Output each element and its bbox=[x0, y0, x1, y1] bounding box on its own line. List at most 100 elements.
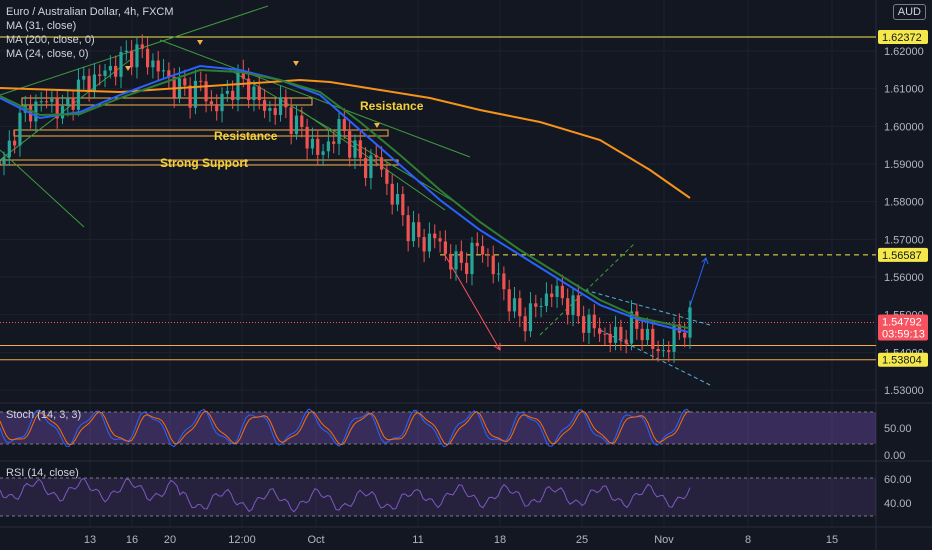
price-label-value: 1.56587 bbox=[882, 250, 922, 262]
x-tick-label: 12:00 bbox=[228, 534, 256, 546]
candle-body bbox=[327, 141, 330, 151]
candle-body bbox=[476, 243, 479, 246]
candle-body bbox=[109, 66, 112, 71]
candle-body bbox=[534, 303, 537, 306]
candle-body bbox=[247, 79, 250, 100]
candle-body bbox=[407, 215, 410, 241]
candle-body bbox=[486, 255, 489, 256]
candle-body bbox=[651, 329, 654, 349]
price-label-countdown: 03:59:13 bbox=[882, 329, 925, 341]
candle-body bbox=[524, 316, 527, 331]
candle-body bbox=[332, 141, 335, 143]
candle-body bbox=[577, 295, 580, 316]
candle-body bbox=[497, 273, 500, 274]
candle-body bbox=[82, 76, 85, 80]
marker-triangle bbox=[374, 123, 380, 128]
candle-body bbox=[460, 251, 463, 263]
candle-body bbox=[93, 74, 96, 90]
y-tick-label: 1.61000 bbox=[884, 84, 924, 96]
candle-body bbox=[252, 87, 255, 100]
stoch-tick-label: 50.00 bbox=[884, 423, 912, 435]
candle-body bbox=[603, 334, 606, 335]
candle-body bbox=[571, 295, 574, 315]
stoch-tick-label: 0.00 bbox=[884, 450, 905, 462]
x-tick-label: Nov bbox=[654, 534, 674, 546]
y-tick-label: 1.59000 bbox=[884, 159, 924, 171]
candle-body bbox=[300, 116, 303, 127]
candle-body bbox=[364, 158, 367, 178]
candle-body bbox=[598, 328, 601, 333]
candles bbox=[2, 34, 691, 362]
rsi-legend: RSI (14, close) bbox=[6, 467, 79, 479]
candle-body bbox=[311, 139, 314, 149]
candle-body bbox=[454, 251, 457, 269]
trendline bbox=[0, 150, 84, 227]
stoch-band bbox=[0, 412, 876, 444]
candle-body bbox=[2, 157, 5, 164]
resistance-zone-upper bbox=[22, 98, 312, 105]
candle-body bbox=[279, 97, 282, 115]
candle-body bbox=[220, 94, 223, 111]
y-tick-label: 1.58000 bbox=[884, 197, 924, 209]
candle-body bbox=[204, 81, 207, 101]
candle-body bbox=[529, 303, 532, 331]
currency-badge[interactable]: AUD bbox=[893, 4, 926, 20]
candle-body bbox=[566, 298, 569, 315]
candle-body bbox=[444, 241, 447, 253]
candle-body bbox=[380, 157, 383, 169]
candle-body bbox=[423, 237, 426, 251]
legend-ma200: MA (200, close, 0) bbox=[6, 33, 174, 47]
candle-body bbox=[401, 194, 404, 215]
candle-body bbox=[449, 254, 452, 270]
y-tick-label: 1.60000 bbox=[884, 121, 924, 133]
candle-body bbox=[40, 101, 43, 102]
candle-body bbox=[540, 306, 543, 307]
candle-body bbox=[114, 66, 117, 77]
x-tick-label: Oct bbox=[307, 534, 324, 546]
candle-body bbox=[396, 194, 399, 205]
candle-body bbox=[561, 286, 564, 298]
candle-body bbox=[226, 91, 229, 94]
candle-body bbox=[316, 139, 319, 155]
candle-body bbox=[98, 74, 101, 76]
candle-body bbox=[656, 349, 659, 351]
x-tick-label: 13 bbox=[84, 534, 96, 546]
annotation-label: Resistance bbox=[214, 129, 278, 143]
candle-body bbox=[502, 273, 505, 289]
candle-body bbox=[258, 87, 261, 101]
candle-body bbox=[359, 140, 362, 158]
candle-body bbox=[508, 289, 511, 311]
candle-body bbox=[625, 340, 628, 344]
candle-body bbox=[375, 155, 378, 157]
candle-body bbox=[417, 222, 420, 237]
candle-body bbox=[667, 350, 670, 352]
candle-body bbox=[609, 334, 612, 343]
candle-body bbox=[545, 294, 548, 306]
candle-body bbox=[438, 238, 441, 241]
candle-body bbox=[13, 141, 16, 146]
candle-body bbox=[662, 350, 665, 351]
x-tick-label: 8 bbox=[745, 534, 751, 546]
annotation-label: Resistance bbox=[360, 99, 424, 113]
candle-body bbox=[465, 263, 468, 274]
candle-body bbox=[593, 315, 596, 329]
candle-body bbox=[77, 80, 80, 110]
candle-body bbox=[688, 307, 691, 337]
candle-body bbox=[428, 234, 431, 252]
candle-body bbox=[268, 108, 271, 111]
candle-body bbox=[391, 184, 394, 205]
candle-body bbox=[18, 113, 21, 146]
candle-body bbox=[343, 119, 346, 131]
marker-triangle bbox=[197, 40, 203, 45]
x-tick-label: 20 bbox=[164, 534, 176, 546]
candle-body bbox=[513, 298, 516, 311]
candle-body bbox=[66, 98, 69, 106]
annotation-label: Strong Support bbox=[160, 156, 248, 170]
y-tick-label: 1.57000 bbox=[884, 234, 924, 246]
candle-body bbox=[385, 170, 388, 184]
candle-body bbox=[582, 316, 585, 333]
candle-body bbox=[290, 107, 293, 134]
x-tick-label: 18 bbox=[494, 534, 506, 546]
